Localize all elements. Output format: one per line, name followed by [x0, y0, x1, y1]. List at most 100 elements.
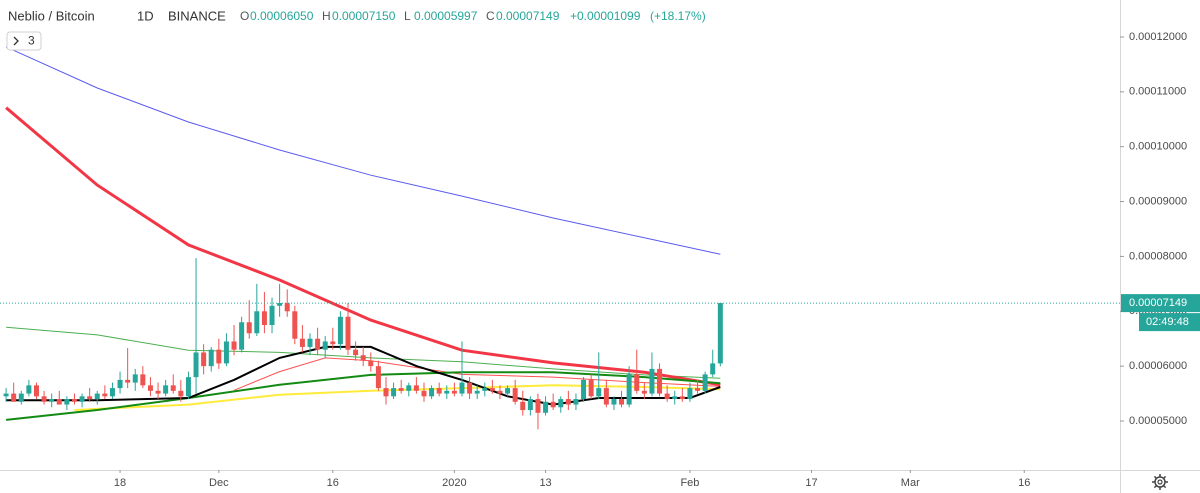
chevron-icon: [13, 36, 19, 46]
candle-body: [413, 385, 419, 391]
countdown: 02:49:48: [1146, 316, 1189, 328]
candle-body: [543, 401, 549, 413]
candle-body: [368, 360, 374, 367]
interval: 1D: [137, 8, 154, 23]
y-tick-label: 0.00011000: [1129, 86, 1186, 98]
candle-body: [292, 311, 298, 339]
countdown-badge: [1139, 313, 1200, 332]
candle-body: [33, 385, 39, 397]
candle-body: [109, 388, 115, 397]
candle-body: [26, 385, 32, 394]
candle-body: [558, 399, 564, 408]
ohlc-key: L: [404, 9, 411, 23]
candle-body: [41, 396, 47, 402]
candle-body: [330, 341, 336, 345]
candle-body: [406, 385, 412, 391]
candle-body: [664, 393, 670, 400]
candle-body: [117, 379, 123, 389]
candle-body: [277, 303, 283, 306]
moving-average: [5, 46, 721, 255]
candle-body: [178, 390, 184, 397]
settings-button[interactable]: [1152, 474, 1168, 490]
candle-body: [193, 352, 199, 378]
candle-body: [269, 305, 275, 326]
candle-body: [679, 396, 685, 400]
symbol: Neblio / Bitcoin: [8, 8, 95, 23]
last-price-badge: [1121, 294, 1200, 313]
candle-body: [87, 396, 93, 400]
candle-body: [702, 374, 708, 391]
candle-body: [170, 385, 176, 391]
ohlc-legend: O 0.00006050 H 0.00007150 L 0.00005997 C 0.0000…: [240, 9, 560, 23]
candle-body: [299, 338, 305, 347]
candle-body: [345, 316, 351, 350]
moving-average: [5, 106, 721, 387]
candle-body: [581, 379, 587, 400]
candle-body: [125, 379, 131, 383]
candle-body: [246, 322, 252, 334]
exchange: BINANCE: [168, 8, 226, 23]
y-tick-label: 0.00005000: [1129, 415, 1187, 427]
candle-body: [657, 368, 663, 394]
y-tick-label: 0.00006000: [1129, 360, 1187, 372]
gear-teeth: [1152, 474, 1168, 490]
y-tick-label: 0.00010000: [1129, 141, 1187, 153]
candle-body: [3, 393, 9, 397]
last-price-label: 0.00007149: [1129, 297, 1187, 309]
indicators-toggle[interactable]: 3: [6, 31, 42, 51]
ohlc-key: O: [240, 9, 249, 23]
candle-body: [79, 396, 85, 402]
x-tick-label: Dec: [209, 477, 229, 489]
candle-body: [49, 399, 55, 402]
candle-body: [375, 366, 381, 389]
candle-body: [185, 377, 191, 397]
candle-body: [140, 374, 146, 386]
candle-body: [619, 399, 625, 405]
candle-body: [672, 396, 678, 400]
change: +0.00001099: [570, 9, 641, 23]
candle-body: [322, 341, 328, 350]
ohlc-key: H: [322, 9, 331, 23]
candle-body: [231, 341, 237, 350]
candle-body: [603, 388, 609, 405]
indicator-count: 3: [28, 34, 35, 48]
candle-body: [223, 341, 229, 364]
candle-body: [239, 322, 245, 350]
candle-body: [18, 393, 24, 402]
ohlc-key: C: [486, 9, 495, 23]
candle-body: [315, 338, 321, 350]
candle-body: [634, 374, 640, 391]
candle-body: [626, 374, 632, 405]
candle-body: [436, 388, 442, 394]
candle-body: [56, 399, 62, 405]
candle-body: [94, 393, 100, 400]
candle-body: [163, 385, 169, 394]
candle-body: [383, 388, 389, 397]
x-tick-label: 17: [805, 477, 817, 489]
candle-body: [429, 388, 435, 397]
candle-body: [71, 399, 77, 402]
candle-body: [649, 368, 655, 394]
x-tick-label: 13: [539, 477, 551, 489]
ohlc-value: 0.00006050: [250, 9, 314, 23]
candle-body: [451, 390, 457, 394]
x-tick-label: 2020: [442, 477, 466, 489]
ohlc-value: 0.00005997: [414, 9, 478, 23]
candle-body: [497, 390, 503, 394]
candle-body: [398, 388, 404, 391]
candle-body: [527, 399, 533, 411]
candle-body: [353, 349, 359, 356]
y-tick-label: 0.00009000: [1129, 195, 1187, 207]
candle-body: [216, 349, 222, 364]
candle-body: [550, 401, 556, 408]
candle-body: [611, 399, 617, 405]
candle-body: [201, 352, 207, 367]
candle-body: [132, 374, 138, 383]
candle-body: [337, 316, 343, 345]
toggle-box[interactable]: [6, 31, 42, 51]
candle-body: [535, 399, 541, 413]
candle-body: [505, 388, 511, 394]
candle-body: [467, 382, 473, 394]
overlay: Neblio / Bitcoin 1D BINANCE O 0.00006050 H…: [6, 8, 1168, 490]
plot-area: [0, 46, 1120, 430]
